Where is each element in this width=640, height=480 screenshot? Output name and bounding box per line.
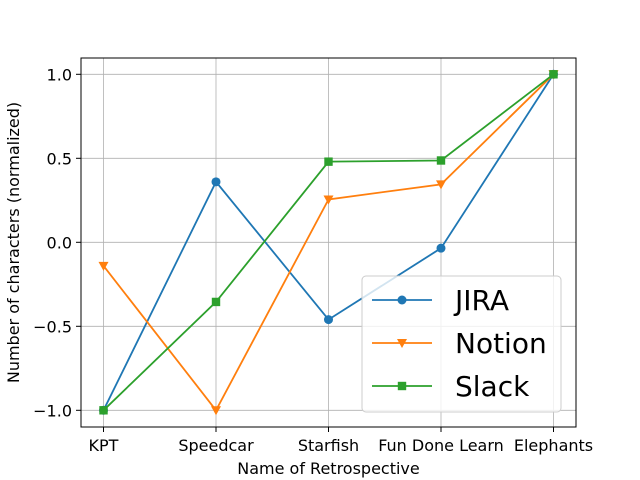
data-point xyxy=(98,261,109,271)
data-point xyxy=(324,157,333,166)
x-tick-label: KPT xyxy=(89,436,119,455)
data-point xyxy=(211,297,221,307)
x-tick-label: Elephants xyxy=(514,436,593,455)
series-slack xyxy=(99,70,558,415)
legend: JIRA Notion Slack xyxy=(361,275,562,413)
y-tick-label: 1.0 xyxy=(47,65,72,84)
x-tick-label: Starfish xyxy=(298,436,359,455)
data-point xyxy=(324,315,333,325)
data-point xyxy=(436,243,446,253)
data-point xyxy=(397,339,407,348)
x-tick-label: Speedcar xyxy=(178,436,254,455)
legend-label: JIRA xyxy=(453,284,509,317)
legend-item-slack: Slack xyxy=(372,370,530,403)
data-point xyxy=(211,406,221,416)
x-axis: KPT Speedcar Starfish Fun Done Learn Elephan… xyxy=(89,427,593,455)
y-tick-label: −0.5 xyxy=(33,317,72,336)
legend-item-notion: Notion xyxy=(372,327,547,360)
legend-item-jira: JIRA xyxy=(372,284,509,317)
data-point xyxy=(397,295,407,305)
data-point xyxy=(99,406,108,415)
legend-box xyxy=(361,275,562,413)
x-axis-label: Name of Retrospective xyxy=(237,459,420,478)
data-point xyxy=(436,180,446,190)
data-point xyxy=(397,381,407,391)
legend-label: Notion xyxy=(455,327,547,360)
data-point xyxy=(549,70,558,79)
data-point xyxy=(436,156,446,165)
data-point xyxy=(323,195,334,205)
y-axis: −1.0 −0.5 0.0 0.5 1.0 xyxy=(33,65,81,420)
y-tick-label: 0.5 xyxy=(47,149,72,168)
data-point xyxy=(211,177,221,187)
legend-label: Slack xyxy=(455,370,530,403)
y-tick-label: −1.0 xyxy=(33,401,72,420)
y-axis-label: Number of characters (normalized) xyxy=(4,102,23,383)
x-tick-label: Fun Done Learn xyxy=(378,436,504,455)
y-tick-label: 0.0 xyxy=(47,233,72,252)
series-layer xyxy=(98,69,559,416)
